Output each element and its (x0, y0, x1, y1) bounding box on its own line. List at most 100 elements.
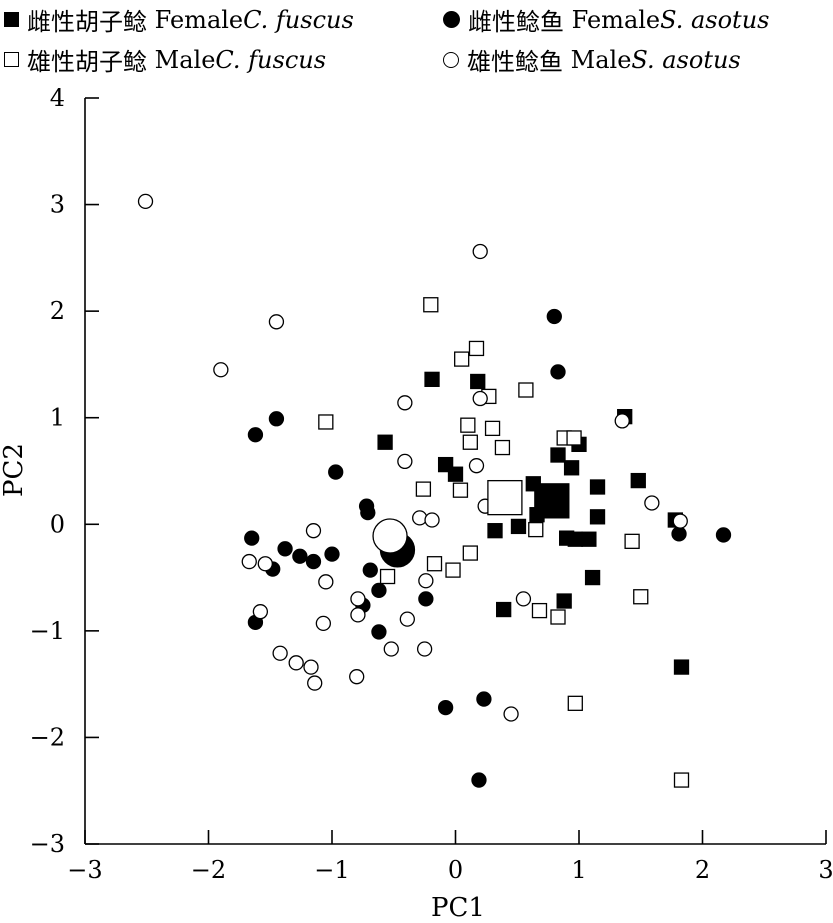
male-s-asotus-point (515, 591, 532, 607)
male-s-asotus-point (252, 604, 269, 620)
female-c-fuscus-point (470, 373, 486, 390)
filled-circle-icon (443, 11, 460, 28)
male-s-asotus-point (503, 706, 519, 722)
female-c-fuscus-point (673, 659, 690, 675)
y-axis-label: PC2 (0, 443, 29, 497)
y-tick-label: 4 (50, 84, 65, 112)
axes: −3 −2 −1 0 1 2 3 −3 −2 −1 0 1 2 3 4 (30, 84, 833, 884)
open-circle-icon (443, 51, 459, 68)
female-c-fuscus-point (377, 434, 393, 450)
male-s-asotus-point (241, 553, 257, 570)
female-s-asotus-point (550, 364, 566, 380)
female-s-asotus-point (371, 624, 387, 640)
female-c-fuscus-point (487, 523, 503, 539)
male-c-fuscus-point (426, 556, 443, 572)
male-s-asotus-point (268, 314, 285, 330)
female-c-fuscus-point (584, 569, 601, 586)
male-c-fuscus-point (494, 439, 511, 456)
legend-label-cn: 雄性胡子鲶 (27, 48, 147, 76)
y-tick-label: 0 (50, 510, 65, 538)
male-c-fuscus-centroid (487, 479, 523, 516)
male-c-fuscus-point (567, 695, 583, 711)
male-s-asotus-point (672, 513, 688, 529)
female-c-fuscus-point (556, 593, 572, 609)
female-s-asotus-point (247, 427, 264, 443)
y-tick-label: −2 (30, 723, 65, 751)
legend-label-cn: 雄性鲶鱼 (467, 48, 563, 76)
male-s-asotus-point (257, 556, 273, 572)
male-s-asotus-point (614, 413, 630, 429)
male-c-fuscus-point (445, 562, 461, 578)
y-tick-label: −3 (30, 830, 65, 858)
female-s-asotus-point (244, 530, 260, 546)
open-square-icon (4, 52, 19, 67)
legend-label-en: Female (571, 5, 661, 34)
male-s-asotus-point (399, 611, 415, 627)
x-tick-label: 1 (571, 856, 586, 884)
legend-label-cn: 雌性鲶鱼 (468, 8, 564, 36)
female-s-asotus-point (671, 526, 687, 542)
male-c-fuscus-point (454, 351, 470, 367)
x-tick-label: 0 (448, 856, 463, 884)
y-tick-label: 2 (50, 297, 65, 325)
legend-label-en: Male (154, 45, 216, 74)
male-s-asotus-point (307, 675, 323, 691)
male-c-fuscus-point (566, 430, 582, 446)
female-s-asotus-point (305, 553, 322, 570)
female-s-asotus-point (268, 411, 285, 427)
male-c-fuscus-point (379, 568, 396, 585)
female-c-fuscus-point (581, 531, 597, 547)
female-c-fuscus-point (550, 447, 566, 463)
legend-label-en: Male (570, 45, 632, 74)
male-c-fuscus-point (673, 772, 690, 788)
male-s-asotus-point (472, 243, 488, 260)
legend-item-male-c-fuscus: 雄性胡子鲶 Male C. fuscus (4, 42, 326, 77)
female-s-asotus-point (476, 691, 492, 707)
female-c-fuscus-point (447, 466, 464, 482)
male-s-asotus-point (350, 607, 366, 623)
female-s-asotus-point (471, 772, 487, 788)
female-s-asotus-point (715, 527, 732, 543)
female-s-asotus-point (328, 464, 344, 480)
y-tick-label: −1 (30, 617, 65, 645)
female-s-asotus-point (437, 699, 454, 716)
y-tick-label: 3 (50, 191, 65, 219)
male-c-fuscus-point (550, 609, 566, 625)
female-c-fuscus-point (496, 601, 512, 618)
legend-item-female-c-fuscus: 雌性胡子鲶 Female C. fuscus (4, 2, 354, 37)
female-s-asotus-point (360, 504, 376, 521)
male-s-asotus-point (350, 591, 366, 607)
legend-label-species: C. fuscus (215, 45, 327, 74)
female-s-asotus-point (362, 562, 378, 578)
male-c-fuscus-point (624, 533, 640, 549)
legend-item-male-s-asotus: 雄性鲶鱼 Male S. asotus (443, 42, 741, 77)
male-s-asotus-centroid (372, 518, 408, 554)
male-c-fuscus-point (462, 545, 478, 561)
male-c-fuscus-point (415, 481, 432, 497)
female-c-fuscus-point (589, 509, 606, 525)
male-s-asotus-point (288, 655, 304, 671)
centroids (372, 479, 570, 568)
male-s-asotus-point (272, 645, 288, 661)
x-tick-label: −2 (191, 856, 226, 884)
female-c-fuscus-point (510, 518, 527, 535)
male-c-fuscus-point (318, 414, 334, 430)
male-s-asotus-point (318, 574, 334, 590)
female-s-asotus-point (277, 541, 293, 557)
legend-label-species: C. fuscus (243, 5, 354, 34)
x-axis-label: PC1 (431, 893, 485, 923)
x-tick-label: −3 (67, 856, 102, 884)
male-c-fuscus-point (452, 482, 469, 498)
legend-label-en: Female (154, 5, 244, 34)
male-s-asotus-point (418, 573, 434, 589)
male-s-asotus-point (472, 390, 488, 407)
male-c-fuscus-point (518, 382, 534, 398)
female-c-fuscus-centroid (534, 483, 570, 519)
male-c-fuscus-point (528, 521, 544, 538)
male-s-asotus-point (644, 495, 660, 511)
legend-item-female-s-asotus: 雌性鲶鱼 Female S. asotus (443, 2, 769, 37)
female-c-fuscus-point (567, 531, 583, 547)
x-tick-label: 3 (818, 856, 833, 884)
y-tick-label: 1 (50, 404, 65, 432)
